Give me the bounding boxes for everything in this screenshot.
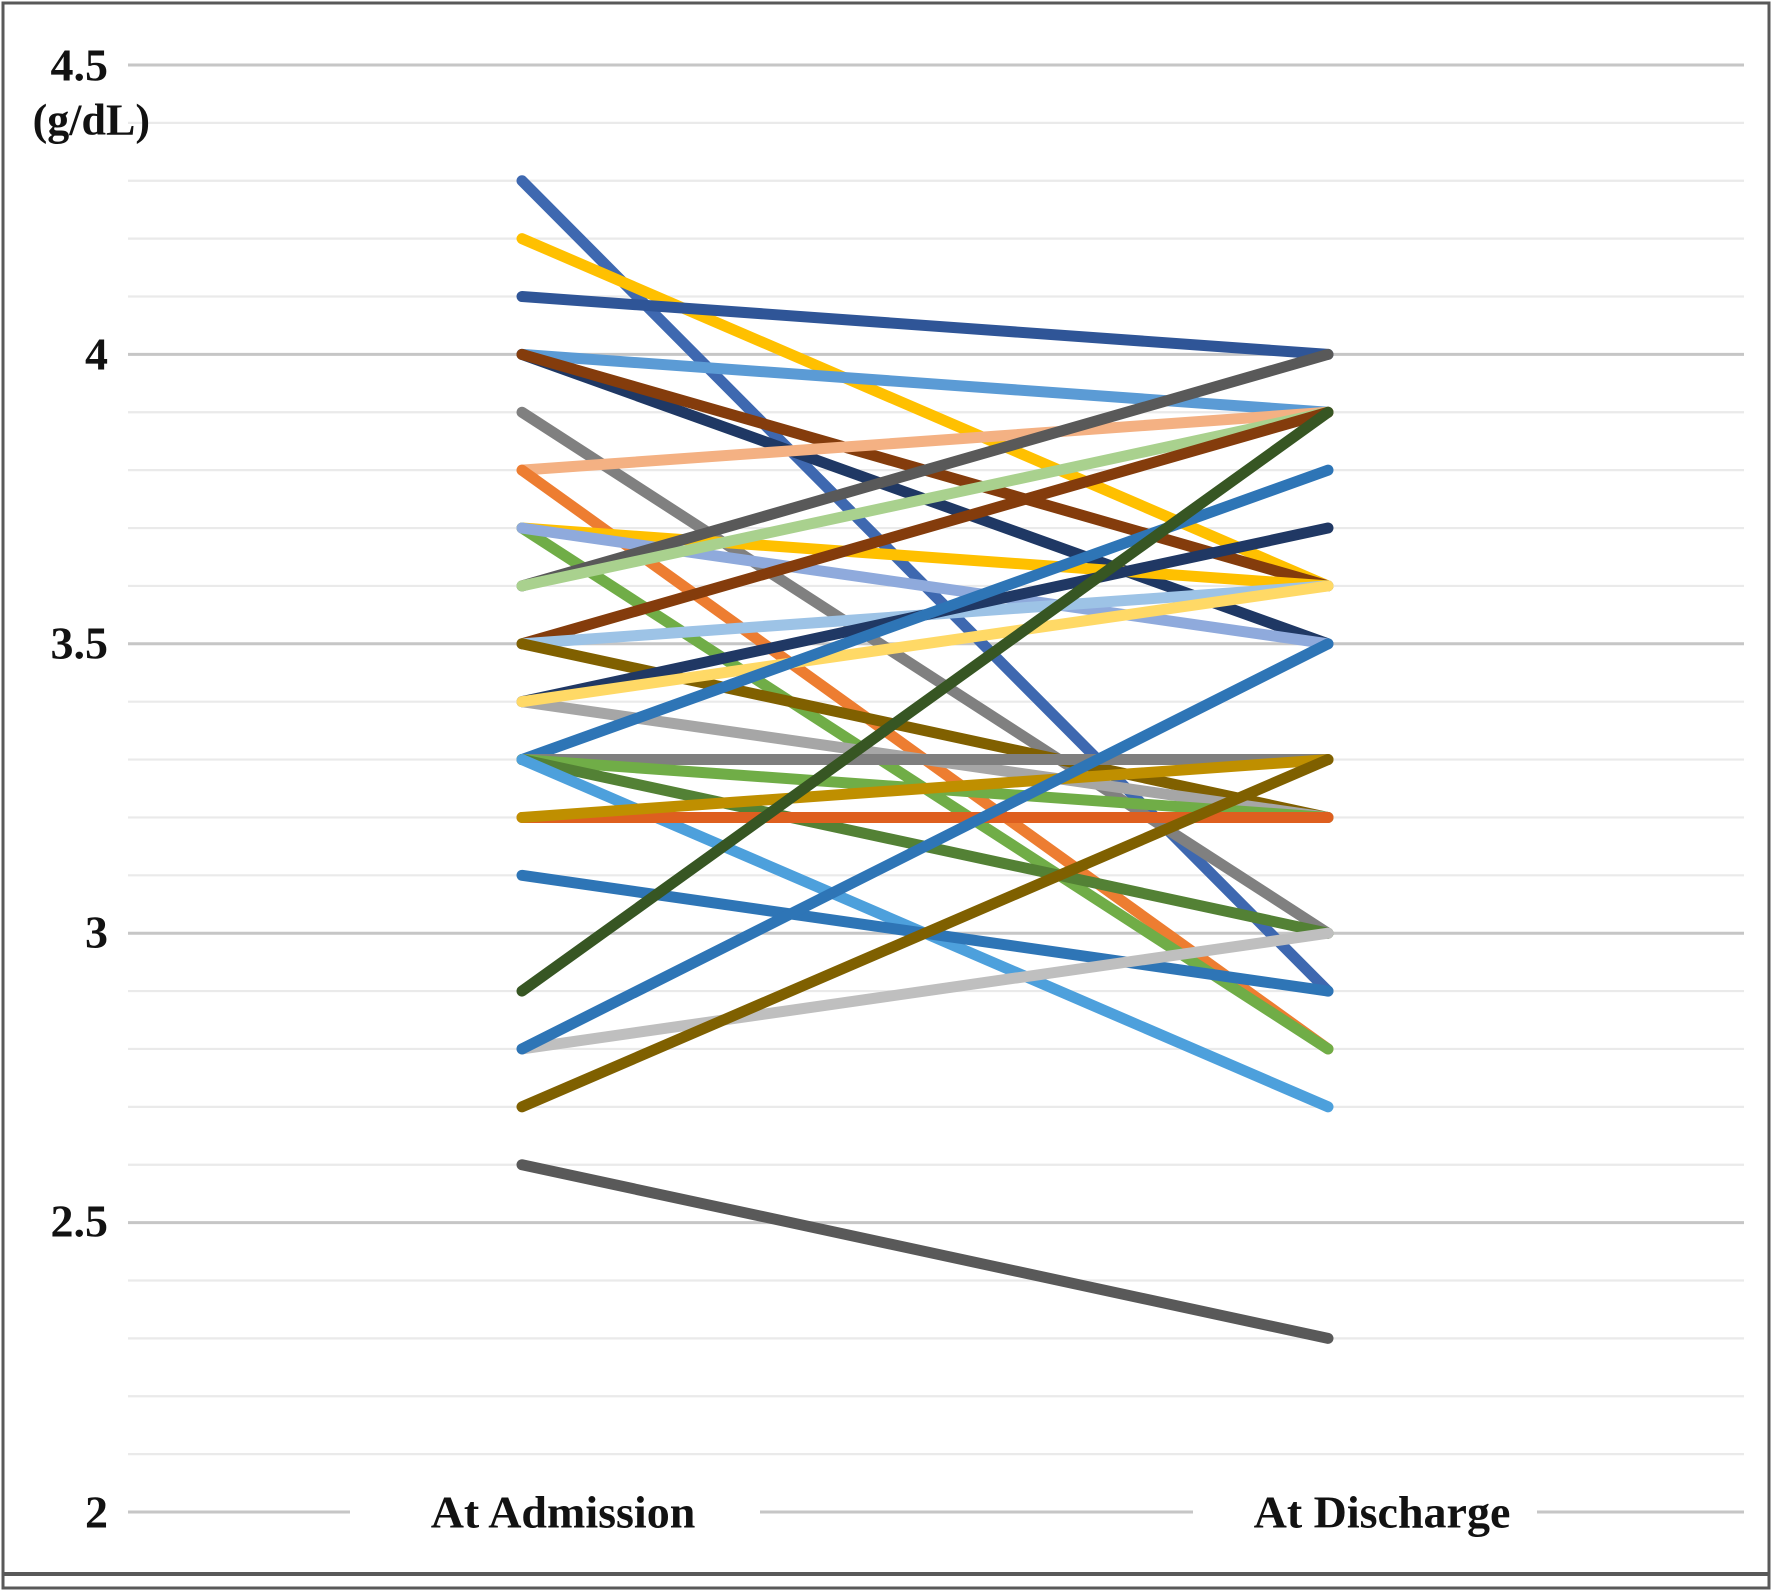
patient-slope-line [516, 464, 1334, 766]
y-axis-unit-label: (g/dL) [33, 96, 150, 145]
patient-slope-line [516, 638, 1334, 1055]
patient-slope-line [516, 754, 1334, 1113]
patient-slope-line [516, 754, 1334, 823]
y-tick-3-5: 3.5 [51, 618, 109, 669]
patient-slope-line [516, 406, 1334, 650]
patient-slope-line [516, 1159, 1334, 1344]
patient-slope-line [516, 233, 1334, 592]
y-tick-4: 4 [85, 329, 108, 380]
patient-slope-line [516, 348, 1334, 592]
x-label-at-discharge: At Discharge [1254, 1487, 1511, 1538]
y-tick-3: 3 [85, 907, 108, 958]
patient-slope-line [516, 291, 1334, 360]
patient-slope-line [516, 927, 1334, 1055]
patient-slope-line [516, 580, 1334, 708]
patient-slope-line [516, 406, 1334, 939]
patient-slope-line [516, 406, 1334, 592]
x-label-at-admission: At Admission [431, 1487, 696, 1538]
patient-slope-line [516, 406, 1334, 476]
y-tick-4-5: 4.5 [51, 40, 109, 91]
y-tick-2: 2 [85, 1487, 108, 1538]
y-tick-2-5: 2.5 [51, 1196, 109, 1247]
slope-lines [516, 175, 1334, 1344]
patient-slope-line [516, 406, 1334, 997]
patient-slope-line [516, 522, 1334, 592]
patient-slope-line [516, 348, 1334, 418]
